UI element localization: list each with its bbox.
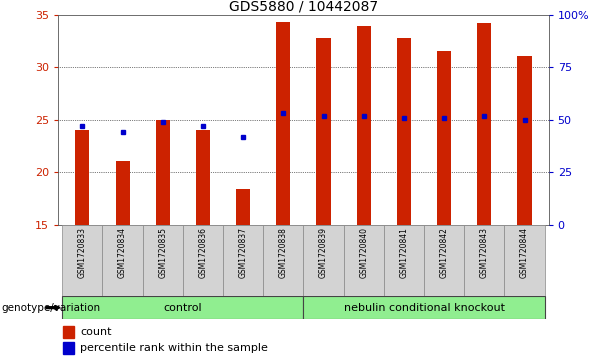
Text: GSM1720833: GSM1720833 [78, 227, 87, 278]
Text: GSM1720834: GSM1720834 [118, 227, 127, 278]
Bar [196, 130, 210, 225]
Bar [478, 23, 492, 225]
Bar [63, 296, 303, 319]
Text: GSM1720838: GSM1720838 [279, 227, 288, 278]
Bar [464, 225, 504, 296]
Text: percentile rank within the sample: percentile rank within the sample [80, 343, 268, 353]
Bar [303, 296, 544, 319]
Bar [115, 161, 129, 225]
Bar [63, 225, 102, 296]
Text: GSM1720836: GSM1720836 [199, 227, 207, 278]
Bar [424, 225, 464, 296]
Bar [344, 225, 384, 296]
Bar [63, 326, 74, 338]
Bar [143, 225, 183, 296]
Text: count: count [80, 327, 112, 337]
Text: GSM1720840: GSM1720840 [359, 227, 368, 278]
Text: nebulin conditional knockout: nebulin conditional knockout [343, 303, 504, 313]
Bar [303, 225, 344, 296]
Bar [223, 225, 263, 296]
Bar [437, 52, 451, 225]
Text: GSM1720843: GSM1720843 [480, 227, 489, 278]
Bar [397, 38, 411, 225]
Bar [263, 225, 303, 296]
Text: control: control [164, 303, 202, 313]
Title: GDS5880 / 10442087: GDS5880 / 10442087 [229, 0, 378, 13]
Bar [276, 22, 291, 225]
Text: GSM1720844: GSM1720844 [520, 227, 529, 278]
Bar [504, 225, 544, 296]
Bar [63, 342, 74, 354]
Bar [102, 225, 143, 296]
Text: GSM1720835: GSM1720835 [158, 227, 167, 278]
Text: GSM1720837: GSM1720837 [238, 227, 248, 278]
Text: genotype/variation: genotype/variation [1, 303, 101, 313]
Bar [517, 56, 531, 225]
Bar [183, 225, 223, 296]
Bar [316, 38, 330, 225]
Text: GSM1720839: GSM1720839 [319, 227, 328, 278]
Bar [384, 225, 424, 296]
Text: GSM1720842: GSM1720842 [440, 227, 449, 278]
Bar [75, 130, 89, 225]
Bar [357, 26, 371, 225]
Bar [156, 120, 170, 225]
Bar [236, 189, 250, 225]
Text: GSM1720841: GSM1720841 [400, 227, 408, 278]
